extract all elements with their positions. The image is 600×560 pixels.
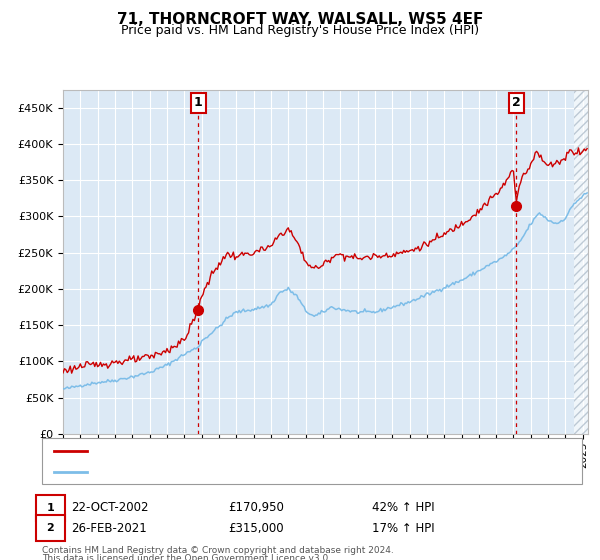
Text: 17% ↑ HPI: 17% ↑ HPI — [372, 521, 434, 535]
Text: 71, THORNCROFT WAY, WALSALL, WS5 4EF (detached house): 71, THORNCROFT WAY, WALSALL, WS5 4EF (de… — [93, 446, 436, 456]
Text: 22-OCT-2002: 22-OCT-2002 — [71, 501, 148, 515]
Text: 26-FEB-2021: 26-FEB-2021 — [71, 521, 146, 535]
Text: This data is licensed under the Open Government Licence v3.0.: This data is licensed under the Open Gov… — [42, 554, 331, 560]
Bar — [574, 90, 588, 434]
Text: Contains HM Land Registry data © Crown copyright and database right 2024.: Contains HM Land Registry data © Crown c… — [42, 546, 394, 555]
Text: 71, THORNCROFT WAY, WALSALL, WS5 4EF: 71, THORNCROFT WAY, WALSALL, WS5 4EF — [117, 12, 483, 27]
Text: HPI: Average price, detached house, Sandwell: HPI: Average price, detached house, Sand… — [93, 466, 350, 477]
Text: Price paid vs. HM Land Registry's House Price Index (HPI): Price paid vs. HM Land Registry's House … — [121, 24, 479, 37]
Text: 1: 1 — [47, 503, 54, 513]
Text: 2: 2 — [512, 96, 520, 110]
Text: £170,950: £170,950 — [228, 501, 284, 515]
Text: 42% ↑ HPI: 42% ↑ HPI — [372, 501, 434, 515]
Text: 2: 2 — [47, 523, 54, 533]
Text: 1: 1 — [194, 96, 203, 110]
Text: £315,000: £315,000 — [228, 521, 284, 535]
